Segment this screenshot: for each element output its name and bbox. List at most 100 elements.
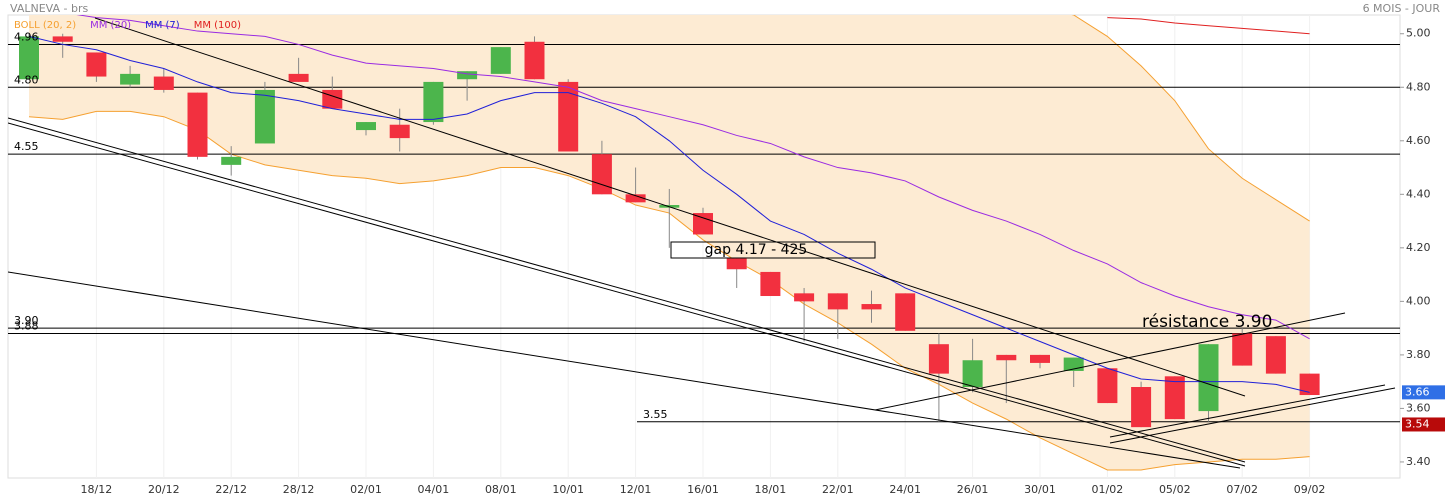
candle-body [558, 81, 579, 152]
candle-body [895, 293, 916, 331]
legend-entry: MM (20) [90, 20, 131, 31]
x-tick-label: 26/01 [957, 483, 989, 496]
ma-line [28, 35, 1310, 393]
level-label: 3.55 [643, 408, 668, 421]
y-tick-label: 5.00 [1406, 27, 1431, 40]
candle-body [423, 81, 444, 123]
candle-body [1198, 344, 1219, 412]
trendline [8, 122, 1246, 467]
ma-line [1107, 17, 1310, 35]
band-upper [1071, 15, 1310, 222]
legend-entry: MM (100) [194, 20, 241, 31]
candle-body [490, 47, 511, 74]
candle-body [1299, 373, 1320, 396]
level-label: 3.88 [14, 319, 39, 332]
candle-body [19, 36, 39, 80]
x-tick-label: 20/12 [148, 483, 180, 496]
x-tick-label: 24/01 [889, 483, 921, 496]
candle-body [288, 73, 309, 82]
x-tick-label: 05/02 [1159, 483, 1191, 496]
candle-body [591, 154, 612, 195]
price-tag [1402, 417, 1445, 432]
trendline [874, 312, 1346, 411]
trendline [8, 271, 1241, 469]
x-tick-label: 01/02 [1092, 483, 1124, 496]
candle-body [153, 76, 174, 90]
y-tick-label: 3.40 [1406, 455, 1431, 468]
x-tick-label: 18/01 [755, 483, 787, 496]
candle-body [187, 92, 208, 157]
x-tick-label: 18/12 [81, 483, 113, 496]
candle-body [52, 36, 73, 42]
ma-line [76, 15, 1310, 340]
annotation: résistance 3.90 [1142, 312, 1272, 332]
level-label: 4.55 [14, 140, 39, 153]
candle-body [86, 52, 107, 77]
x-tick-label: 22/01 [822, 483, 854, 496]
candle-body [457, 71, 478, 80]
candle-body [861, 304, 882, 310]
candle-body [221, 156, 242, 165]
candle-body [120, 73, 141, 85]
trendline [1109, 384, 1386, 438]
gap-box [670, 241, 876, 259]
candle-body [356, 122, 376, 131]
x-tick-label: 07/02 [1226, 483, 1258, 496]
price-tag-label: 3.54 [1405, 417, 1430, 430]
candle-body [726, 258, 747, 270]
x-tick-label: 12/01 [620, 483, 652, 496]
overlay-layer: 3.66 3.54 [1402, 385, 1445, 432]
annotation: gap 4.17 - 425 [705, 242, 808, 258]
legend-entry: MM (7) [145, 20, 180, 31]
x-tick-label: 10/01 [552, 483, 584, 496]
candle-body [693, 213, 713, 235]
y-tick-label: 4.60 [1406, 134, 1431, 147]
candle-body [1164, 376, 1185, 420]
band-area [29, 15, 1310, 470]
candle-body [1265, 336, 1286, 374]
candle-body [524, 41, 545, 80]
candle-body [254, 89, 275, 144]
x-tick-label: 04/01 [418, 483, 450, 496]
period: 6 MOIS - JOUR [1363, 2, 1441, 15]
legend-entry: BOLL (20, 2) [14, 20, 76, 31]
candle-body [928, 344, 949, 374]
candle-body [625, 194, 646, 203]
candle-body [1232, 333, 1253, 366]
candle-body [794, 293, 815, 302]
level-label: 4.80 [14, 73, 39, 86]
plot-layer [8, 15, 1400, 478]
trendlines [8, 17, 1396, 469]
x-tick-label: 22/12 [215, 483, 247, 496]
candle-body [827, 293, 848, 310]
candle-body [1131, 387, 1152, 428]
x-tick-label: 28/12 [283, 483, 315, 496]
x-tick-label: 16/01 [687, 483, 719, 496]
x-tick-label: 09/02 [1294, 483, 1326, 496]
y-tick-label: 3.80 [1406, 348, 1431, 361]
candle-body [996, 354, 1017, 361]
x-tick-label: 02/01 [350, 483, 382, 496]
candle-body [1097, 368, 1118, 404]
y-tick-label: 4.80 [1406, 80, 1431, 93]
level-label: 4.96 [14, 30, 39, 43]
x-tick-label: 30/01 [1024, 483, 1056, 496]
y-tick-label: 4.00 [1406, 294, 1431, 307]
trendline [94, 17, 1246, 397]
y-tick-label: 4.40 [1406, 187, 1431, 200]
candle-body [389, 124, 410, 139]
candle-body [1030, 354, 1050, 363]
trendline [1109, 387, 1396, 444]
level-label: 3.90 [14, 314, 39, 327]
price-tag [1402, 385, 1445, 400]
candle-body [322, 89, 343, 109]
price-tag-label: 3.66 [1405, 385, 1430, 398]
candle-body [962, 360, 983, 388]
candle-body [760, 271, 781, 297]
x-tick-label: 08/01 [485, 483, 517, 496]
y-tick-label: 4.20 [1406, 241, 1431, 254]
trendline [8, 117, 1246, 463]
y-tick-label: 3.60 [1406, 401, 1431, 414]
chart-title: VALNEVA - brs [10, 2, 88, 15]
